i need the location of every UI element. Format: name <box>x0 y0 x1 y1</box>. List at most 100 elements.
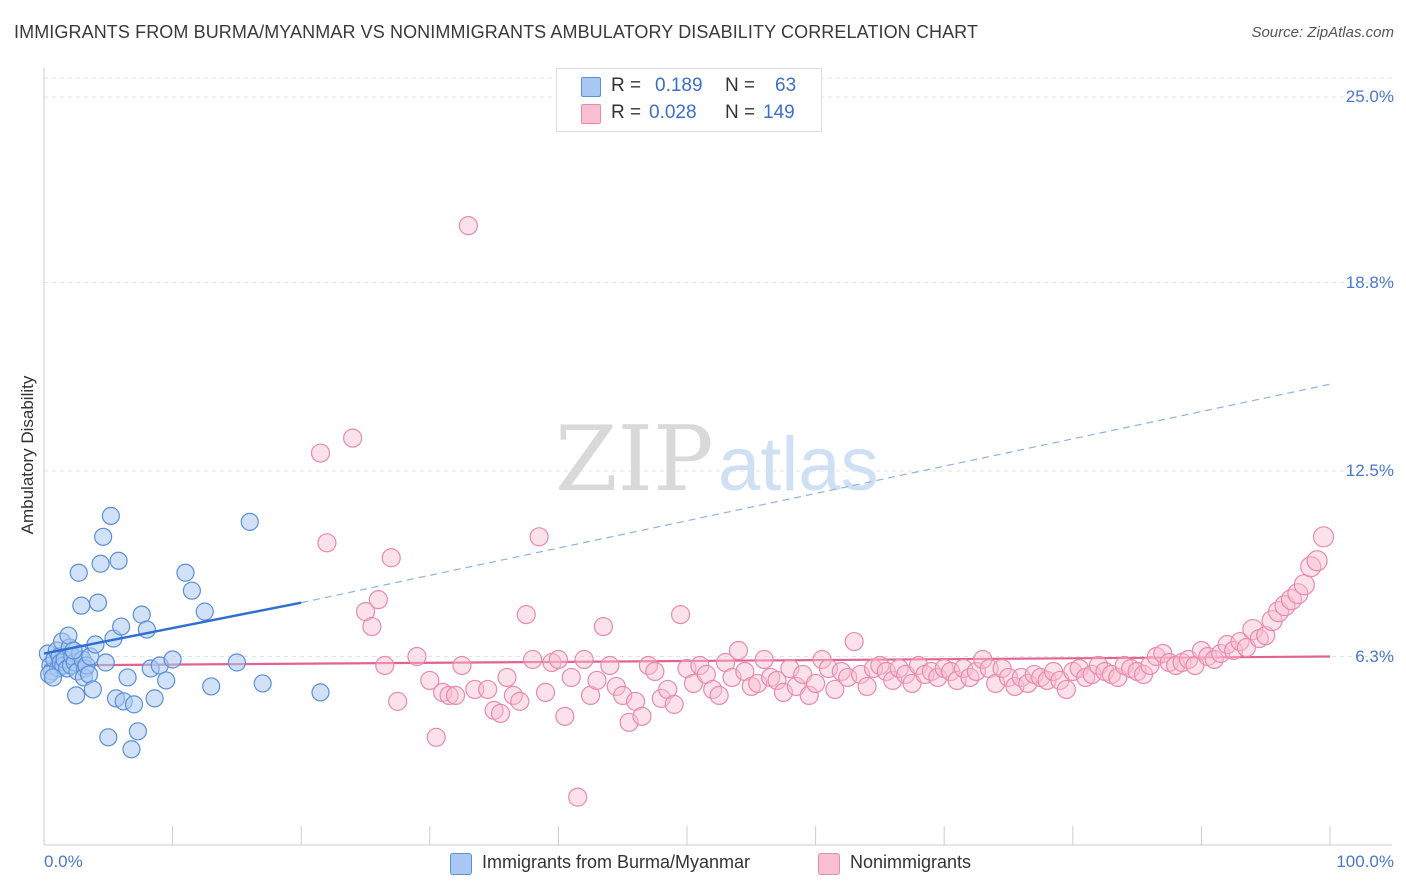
burma-point <box>109 551 128 570</box>
burma-point <box>79 665 99 684</box>
nonimmigrants-point <box>426 727 446 747</box>
legend-label: Nonimmigrants <box>850 852 972 872</box>
nonimmigrants-point <box>664 694 684 714</box>
nonimmigrants-point <box>510 691 530 711</box>
nonimmigrants-point <box>1293 574 1315 596</box>
x-tick-min: 0.0% <box>44 852 83 871</box>
burma-points <box>38 506 330 759</box>
nonimmigrants-point <box>343 428 363 448</box>
burma-point <box>64 641 83 660</box>
nonimmigrants-trend-line <box>43 655 1331 667</box>
burma-point <box>122 740 141 759</box>
nonimmigrants-point <box>458 216 478 236</box>
burma-point <box>43 668 63 687</box>
grid-lines <box>44 77 1392 658</box>
nonimmigrants-swatch <box>581 104 601 124</box>
y-tick-label: 25.0% <box>1345 87 1394 106</box>
nonimmigrants-point <box>317 533 337 553</box>
burma-point <box>311 683 330 702</box>
nonimmigrants-point <box>593 616 614 637</box>
source-credit: Source: ZipAtlas.com <box>1251 24 1394 41</box>
nonimmigrants-point <box>529 527 549 547</box>
nonimmigrants-point <box>805 673 826 694</box>
nonimmigrants-point <box>1242 618 1264 641</box>
y-tick-label: 6.3% <box>1355 646 1394 666</box>
nonimmigrants-point <box>375 655 395 676</box>
r-value: 0.189 <box>655 75 703 96</box>
nonimmigrants-point <box>439 685 459 706</box>
r-label: R = <box>611 75 642 96</box>
nonimmigrants-point <box>645 661 665 682</box>
nonimmigrants-point <box>535 682 556 703</box>
nonimmigrants-point <box>1056 679 1076 700</box>
nonimmigrants-point <box>587 670 607 691</box>
axes <box>43 68 1392 846</box>
watermark-zip: ZIP <box>555 407 714 512</box>
nonimmigrants-point <box>825 679 845 700</box>
burma-point <box>118 668 137 687</box>
r-value: 0.028 <box>649 102 697 123</box>
y-tick-label: 12.5% <box>1345 461 1394 480</box>
burma-point <box>182 581 201 600</box>
nonimmigrants-point <box>844 631 864 652</box>
nonimmigrants-point <box>799 685 819 706</box>
stats-legend: R = 0.189 N = 63 R = 0.028 N = 149 <box>556 68 822 132</box>
n-label: N = <box>725 75 756 96</box>
burma-trend-extension <box>301 383 1331 604</box>
nonimmigrants-point <box>600 655 620 676</box>
nonimmigrants-point <box>445 685 466 706</box>
nonimmigrants-point <box>381 548 401 568</box>
burma-point <box>253 674 272 693</box>
nonimmigrants-points <box>310 216 1335 807</box>
nonimmigrants-point <box>568 787 588 807</box>
burma-point <box>94 527 113 546</box>
nonimmigrants-point <box>670 605 691 625</box>
burma-point <box>83 680 102 699</box>
nonimmigrants-point <box>857 676 877 697</box>
nonimmigrants-point <box>478 679 498 700</box>
burma-point <box>69 563 88 582</box>
burma-point <box>202 677 221 696</box>
burma-legend-swatch <box>450 853 472 875</box>
x-tick-max: 100.0% <box>1336 852 1394 871</box>
burma-point <box>96 653 115 672</box>
nonimmigrants-legend-swatch <box>818 853 840 875</box>
burma-point <box>157 671 176 690</box>
nonimmigrants-point <box>368 590 388 610</box>
nonimmigrants-point <box>561 667 581 688</box>
r-label: R = <box>611 102 642 123</box>
nonimmigrants-point <box>728 640 749 661</box>
n-value: 63 <box>775 75 797 96</box>
nonimmigrants-point <box>1312 526 1335 548</box>
trend-lines <box>43 383 1331 667</box>
nonimmigrants-point <box>452 655 472 676</box>
nonimmigrants-point <box>1300 556 1322 578</box>
nonimmigrants-point <box>574 649 594 670</box>
burma-point <box>227 653 246 672</box>
burma-point <box>128 722 147 741</box>
nonimmigrants-point <box>362 616 382 637</box>
n-value: 149 <box>763 102 795 123</box>
nonimmigrants-point <box>310 443 331 463</box>
nonimmigrants-point <box>1256 625 1276 646</box>
nonimmigrants-point <box>709 685 729 706</box>
burma-point <box>124 695 144 714</box>
nonimmigrants-point <box>497 667 517 688</box>
nonimmigrants-point <box>490 703 511 723</box>
burma-trend-line <box>43 601 302 655</box>
burma-point <box>88 593 108 612</box>
burma-swatch <box>581 77 601 97</box>
nonimmigrants-point <box>516 605 536 625</box>
nonimmigrants-point <box>548 649 569 670</box>
burma-point <box>195 602 214 621</box>
burma-point <box>240 512 259 531</box>
nonimmigrants-point <box>632 706 652 726</box>
burma-point <box>145 689 164 708</box>
nonimmigrants-point <box>420 670 440 691</box>
nonimmigrants-point <box>555 706 575 726</box>
burma-point <box>91 554 110 573</box>
burma-point <box>101 506 120 525</box>
nonimmigrants-point <box>523 649 543 670</box>
nonimmigrants-point <box>754 649 774 670</box>
